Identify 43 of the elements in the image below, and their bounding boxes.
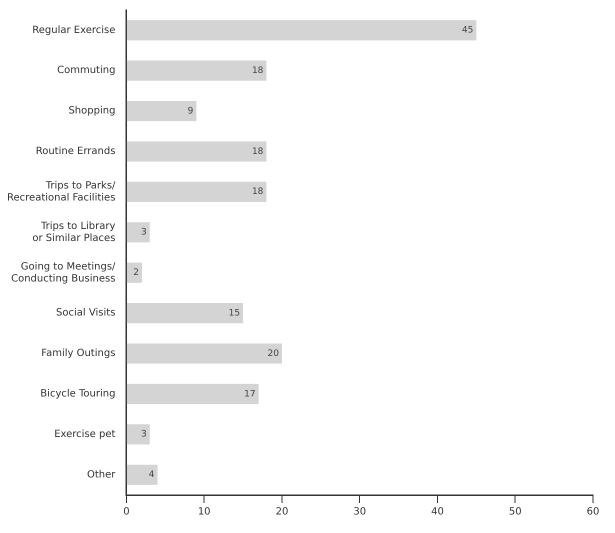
data-label: 18	[252, 146, 264, 157]
bar	[126, 141, 266, 162]
y-tick-label: Trips to Library or Similar Places	[32, 220, 116, 244]
data-label: 15	[228, 308, 240, 318]
bar	[126, 464, 158, 485]
x-tick-label: 50	[508, 506, 522, 518]
x-tick-label: 0	[123, 506, 130, 518]
data-label: 17	[244, 389, 256, 400]
bar	[126, 262, 142, 283]
bar	[126, 20, 476, 40]
bar	[126, 424, 150, 444]
y-tick-label: Routine Errands	[36, 146, 116, 158]
y-tick-label: Social Visits	[56, 308, 116, 319]
x-tick-label: 60	[586, 506, 600, 518]
y-tick-label: Commuting	[57, 65, 116, 76]
data-label: 3	[141, 228, 147, 238]
data-label: 20	[267, 348, 280, 359]
data-label: 18	[252, 66, 264, 76]
y-tick-label: Bicycle Touring	[40, 388, 116, 400]
data-label: 4	[148, 470, 155, 480]
bar	[126, 182, 266, 202]
y-tick-label: Going to Meetings/ Conducting Business	[11, 261, 116, 284]
x-tick-label: 10	[198, 506, 211, 518]
bar	[126, 60, 266, 81]
bar	[126, 384, 259, 404]
x-tick-label: 40	[431, 506, 444, 518]
y-tick-label: Other	[87, 469, 116, 480]
y-tick-label: Trips to Parks/ Recreational Facilities	[6, 180, 116, 204]
data-label: 9	[188, 106, 194, 116]
y-tick-label: Regular Exercise	[32, 24, 116, 36]
bar	[126, 343, 282, 364]
y-tick-label: Family Outings	[41, 348, 116, 360]
y-tick-label: Shopping	[68, 106, 116, 117]
data-label: 18	[252, 187, 264, 198]
data-label: 2	[133, 268, 139, 278]
bar	[126, 222, 150, 242]
bar	[126, 303, 244, 324]
data-label: 45	[462, 26, 474, 36]
bar	[126, 100, 196, 122]
x-tick-label: 20	[276, 506, 288, 518]
y-tick-label: Exercise pet	[54, 428, 116, 440]
data-label: 3	[141, 430, 147, 440]
x-tick-label: 30	[353, 506, 366, 518]
